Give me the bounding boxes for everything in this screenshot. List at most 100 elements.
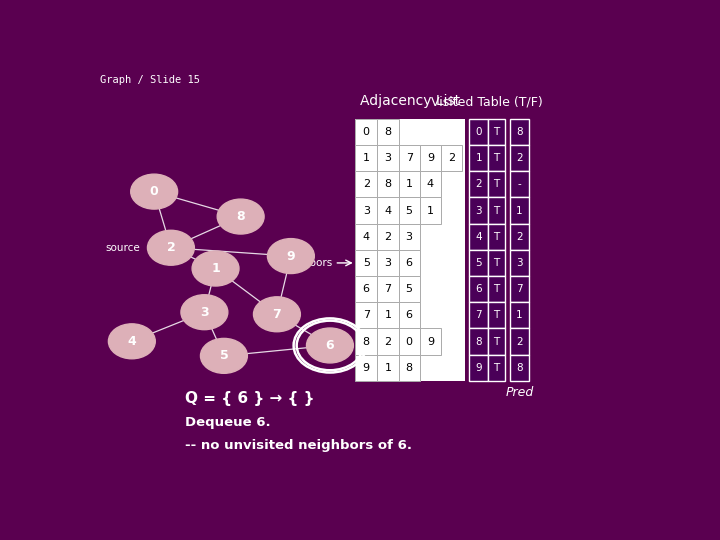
Text: 9: 9	[427, 336, 434, 347]
Bar	[355, 328, 377, 355]
Text: T: T	[493, 127, 500, 137]
Bar	[488, 198, 505, 224]
Bar	[488, 145, 505, 171]
Text: 7: 7	[384, 284, 392, 294]
Text: 0: 0	[363, 127, 369, 137]
Bar	[469, 276, 488, 302]
Text: 3: 3	[405, 232, 413, 242]
Text: 8: 8	[516, 127, 523, 137]
Text: 7: 7	[363, 310, 370, 320]
Bar	[420, 171, 441, 198]
Text: 3: 3	[384, 258, 392, 268]
Text: 4: 4	[384, 206, 392, 215]
Bar	[377, 224, 399, 250]
Circle shape	[109, 324, 156, 359]
Circle shape	[148, 230, 194, 265]
Bar	[420, 328, 441, 355]
Text: 2: 2	[516, 153, 523, 163]
Bar	[355, 119, 377, 145]
Bar	[488, 355, 505, 381]
Text: 6: 6	[325, 339, 334, 352]
Text: 2: 2	[475, 179, 482, 190]
Bar	[399, 250, 420, 276]
Circle shape	[307, 328, 354, 363]
Text: 4: 4	[427, 179, 434, 190]
Circle shape	[267, 239, 315, 274]
Bar	[510, 119, 528, 145]
Text: 7: 7	[273, 308, 282, 321]
Bar	[377, 119, 399, 145]
Bar	[355, 224, 377, 250]
Text: 9: 9	[287, 249, 295, 262]
Bar	[469, 250, 488, 276]
Text: 3: 3	[200, 306, 209, 319]
Bar	[469, 224, 488, 250]
Bar	[488, 250, 505, 276]
Bar	[510, 328, 528, 355]
Text: 8: 8	[516, 363, 523, 373]
Text: 1: 1	[384, 310, 392, 320]
Text: 3: 3	[363, 206, 369, 215]
Text: 6: 6	[363, 284, 369, 294]
Text: 2: 2	[166, 241, 175, 254]
Bar	[420, 198, 441, 224]
Bar	[469, 198, 488, 224]
Text: T: T	[493, 284, 500, 294]
Bar	[488, 224, 505, 250]
Text: 1: 1	[363, 153, 369, 163]
Bar	[399, 276, 420, 302]
Text: 9: 9	[363, 363, 370, 373]
Bar	[399, 302, 420, 328]
Text: 2: 2	[363, 179, 370, 190]
Bar	[399, 145, 420, 171]
Text: Visited Table (T/F): Visited Table (T/F)	[431, 96, 543, 109]
Text: T: T	[493, 310, 500, 320]
Text: 1: 1	[427, 206, 434, 215]
Text: T: T	[493, 232, 500, 242]
Text: 2: 2	[516, 336, 523, 347]
Text: 2: 2	[384, 232, 392, 242]
Text: 1: 1	[211, 262, 220, 275]
Bar	[469, 328, 488, 355]
Bar	[469, 302, 488, 328]
Text: 1: 1	[405, 179, 413, 190]
Bar	[355, 119, 465, 381]
Bar	[399, 328, 420, 355]
Bar	[377, 171, 399, 198]
Text: 0: 0	[475, 127, 482, 137]
Text: 7: 7	[516, 284, 523, 294]
Bar	[377, 276, 399, 302]
Text: 2: 2	[384, 336, 392, 347]
Text: 4: 4	[363, 232, 370, 242]
Bar	[510, 355, 528, 381]
Bar	[488, 276, 505, 302]
Circle shape	[217, 199, 264, 234]
Bar	[377, 198, 399, 224]
Bar	[399, 171, 420, 198]
Text: 4: 4	[127, 335, 136, 348]
Circle shape	[131, 174, 178, 209]
Bar	[488, 119, 505, 145]
Text: 5: 5	[220, 349, 228, 362]
Bar	[510, 198, 528, 224]
Bar	[355, 355, 377, 381]
Text: 3: 3	[516, 258, 523, 268]
Text: source: source	[105, 243, 140, 253]
Text: 3: 3	[384, 153, 392, 163]
Text: 1: 1	[475, 153, 482, 163]
Bar	[377, 250, 399, 276]
Text: 6: 6	[475, 284, 482, 294]
Text: 8: 8	[363, 336, 370, 347]
Text: 5: 5	[475, 258, 482, 268]
Text: 5: 5	[405, 206, 413, 215]
Bar	[377, 328, 399, 355]
Bar	[355, 145, 377, 171]
Text: 8: 8	[384, 127, 392, 137]
Text: T: T	[493, 179, 500, 190]
Bar	[510, 224, 528, 250]
Text: Neighbors: Neighbors	[279, 258, 333, 268]
Text: Adjacency List: Adjacency List	[360, 94, 460, 109]
Text: T: T	[493, 206, 500, 215]
Bar	[469, 119, 488, 145]
Text: 0: 0	[150, 185, 158, 198]
